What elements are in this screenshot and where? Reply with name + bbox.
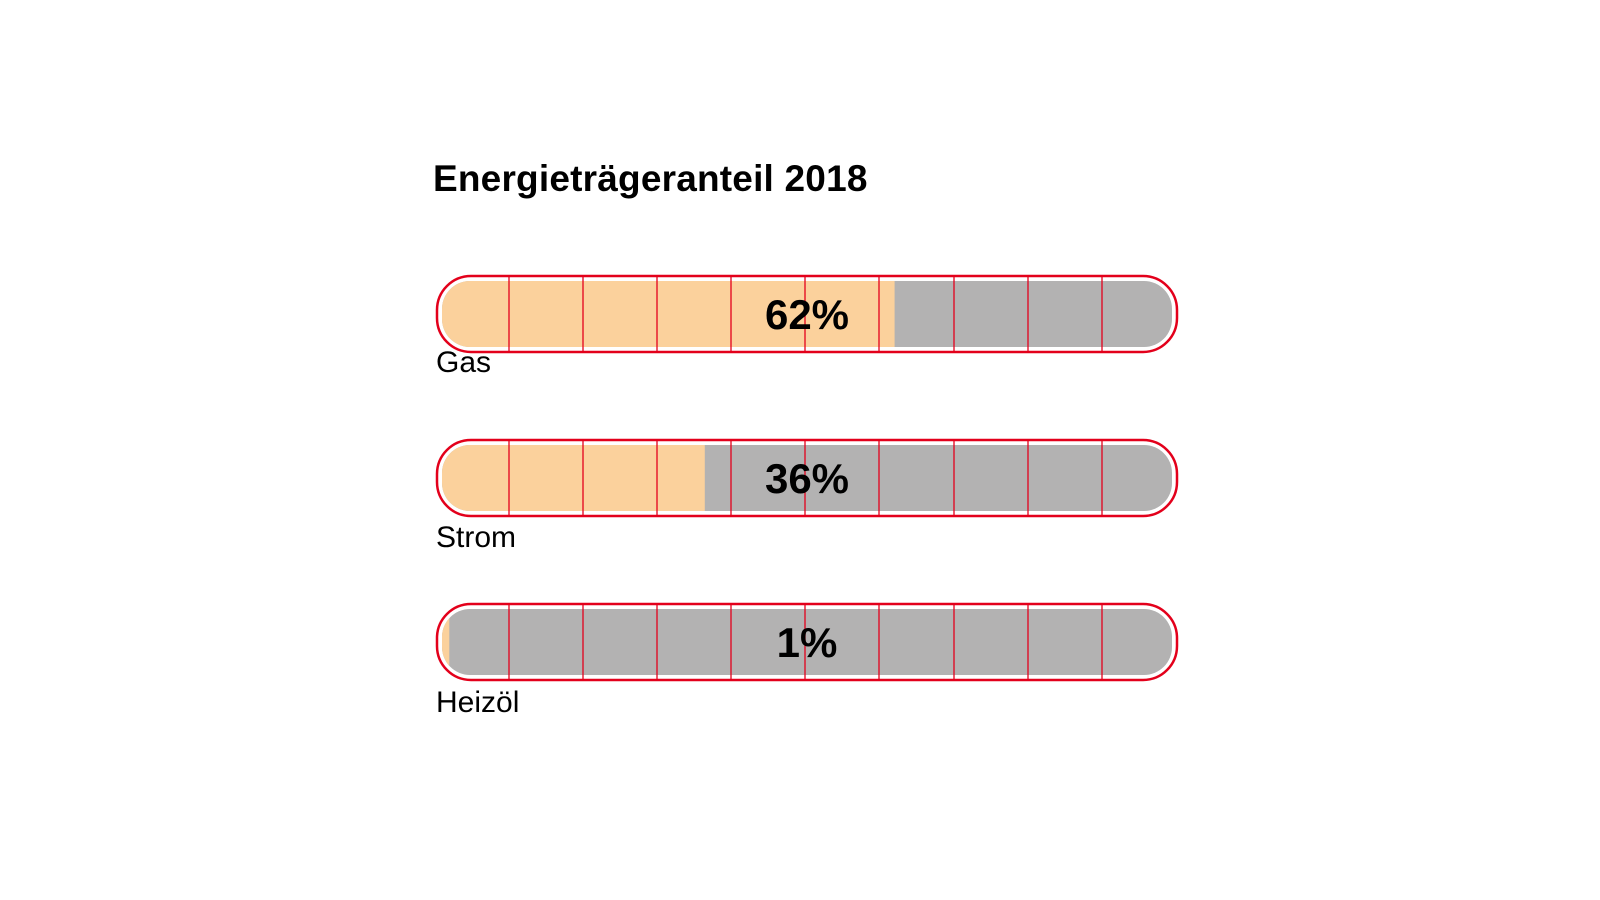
bar-value-label: 62% [765, 291, 849, 338]
bar-row: 62% Gas [435, 274, 1179, 379]
bar-fill [442, 445, 705, 511]
chart-title: Energieträgeranteil 2018 [433, 158, 868, 199]
bar-fill [442, 609, 450, 675]
bar-category-label: Gas [436, 346, 491, 379]
bar-row: 36% Strom [435, 438, 1179, 554]
bar-value-label: 36% [765, 455, 849, 502]
bar-row: 1% Heizöl [435, 602, 1179, 719]
bar-category-label: Strom [436, 521, 516, 554]
bar-value-label: 1% [777, 619, 838, 666]
bar-track [442, 609, 1172, 675]
bar-fill [442, 281, 895, 347]
bar-category-label: Heizöl [436, 686, 519, 719]
